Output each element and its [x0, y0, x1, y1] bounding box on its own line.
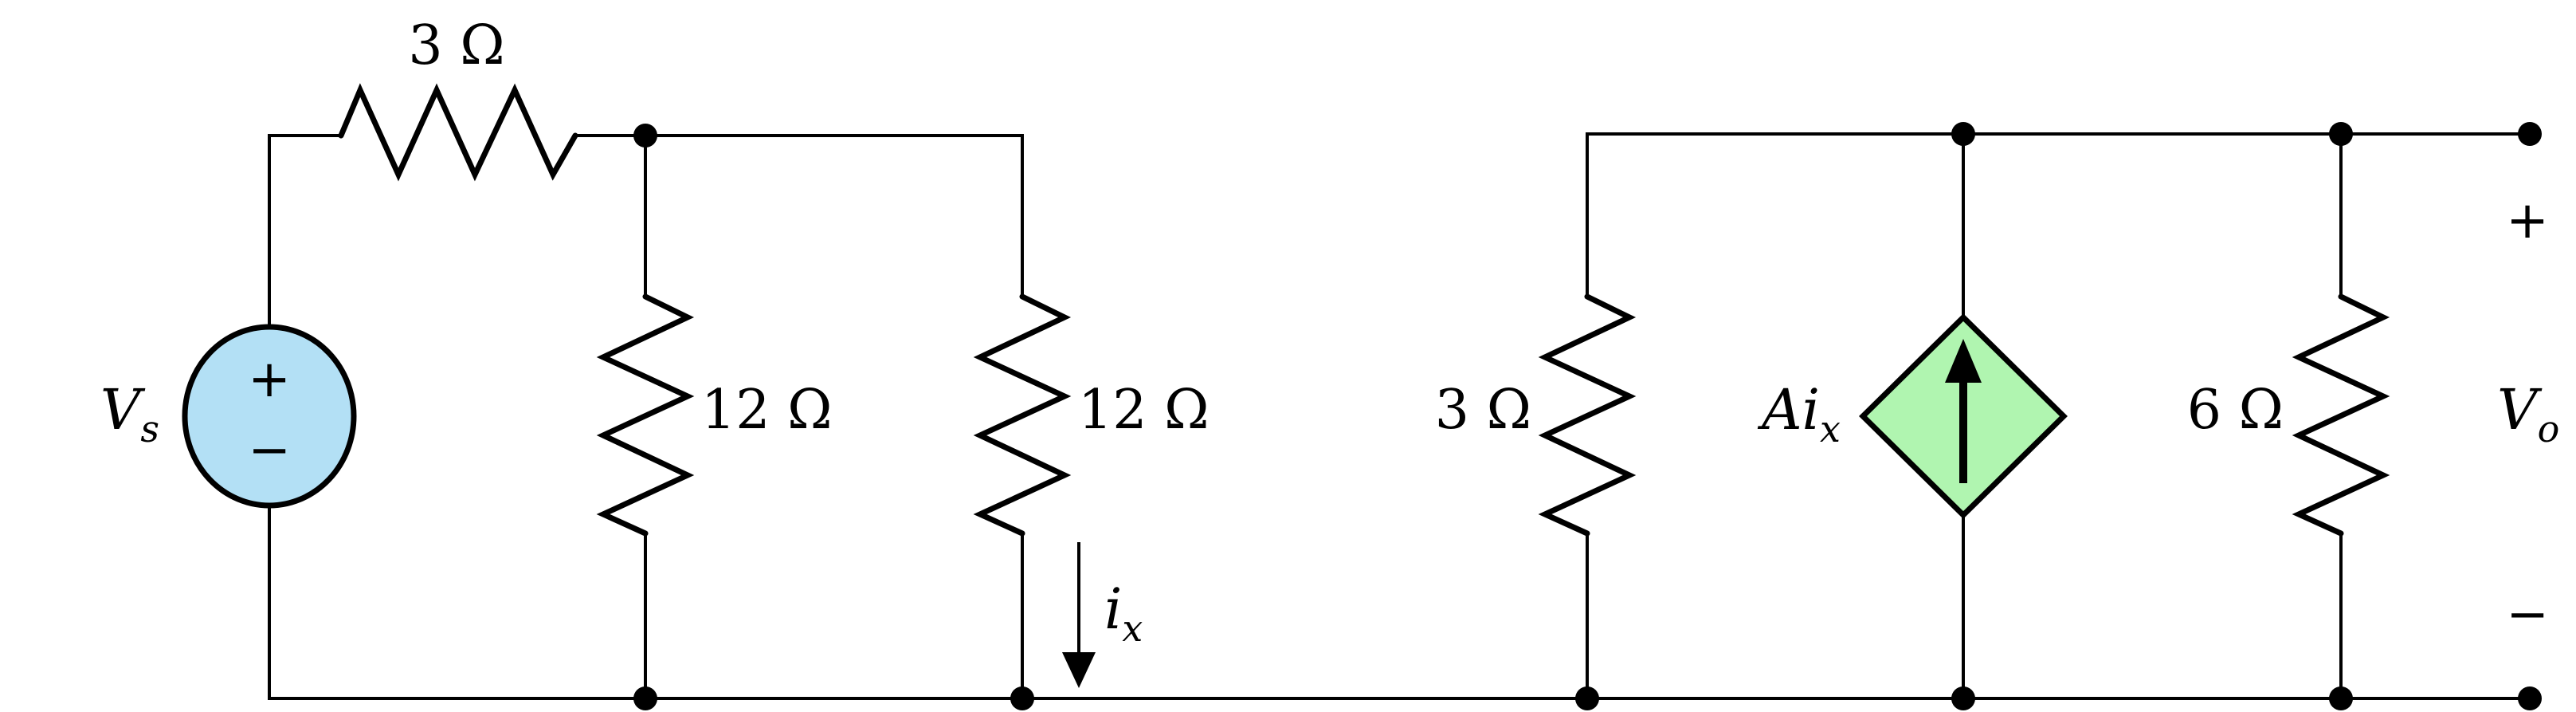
- right-network-wires: [1586, 132, 2531, 700]
- node-top-r6: [2329, 122, 2353, 146]
- current-ix-arrow: [1062, 542, 1096, 688]
- resistor-6ohm: [2292, 293, 2390, 537]
- label-vo-sub: o: [2538, 407, 2560, 450]
- vo-minus-sign: −: [2506, 585, 2549, 644]
- resistor-series-3ohm: [338, 83, 578, 182]
- label-vo-main: V: [2497, 377, 2543, 443]
- label-vo: Vo: [2497, 377, 2559, 450]
- label-dependent-source: Aix: [1757, 377, 1841, 450]
- label-dep-sub: x: [1820, 407, 1841, 450]
- node-top-left: [633, 124, 657, 148]
- node-bottom-r12b: [1010, 686, 1034, 710]
- label-vs: Vs: [100, 377, 159, 450]
- label-ix-main: i: [1104, 576, 1122, 642]
- vo-plus-sign: +: [2506, 191, 2549, 250]
- label-3ohm-shunt: 3 Ω: [1435, 379, 1531, 442]
- wire-top-rail-right: [1586, 132, 2531, 298]
- down-arrow-icon: [1062, 652, 1096, 688]
- node-bottom-r3: [1575, 686, 1599, 710]
- label-series-3ohm: 3 Ω: [408, 14, 504, 77]
- label-6ohm: 6 Ω: [2187, 379, 2284, 442]
- label-ix-sub: x: [1122, 607, 1143, 650]
- wire-source-top: [268, 134, 343, 328]
- node-bottom-r12a: [633, 686, 657, 710]
- label-12ohm-b: 12 Ω: [1078, 379, 1210, 442]
- resistor-12ohm-a: [596, 293, 695, 537]
- up-arrow-icon: [1945, 339, 1982, 383]
- left-network-wires: [268, 134, 1024, 700]
- voltage-source-body: [182, 324, 357, 509]
- terminal-top-output: [2518, 122, 2542, 146]
- resistor-12ohm-b: [973, 293, 1072, 537]
- label-dep-main: Ai: [1757, 377, 1820, 443]
- node-top-dep: [1951, 122, 1975, 146]
- label-ix: ix: [1104, 576, 1143, 650]
- dependent-current-source-icon: [1859, 313, 2068, 519]
- source-plus-sign: +: [248, 350, 291, 409]
- label-12ohm-a: 12 Ω: [701, 379, 833, 442]
- wire-source-bottom: [268, 504, 1024, 700]
- terminal-bottom-output: [2518, 686, 2542, 710]
- voltage-source-icon: + −: [182, 324, 357, 509]
- node-bottom-dep: [1951, 686, 1975, 710]
- label-vs-main: V: [100, 377, 146, 443]
- node-bottom-r6: [2329, 686, 2353, 710]
- source-minus-sign: −: [248, 421, 291, 480]
- wire-top-rail-left: [644, 134, 1024, 298]
- junction-nodes: [633, 122, 2542, 710]
- label-vs-sub: s: [140, 407, 159, 450]
- resistor-3ohm-shunt: [1538, 293, 1637, 537]
